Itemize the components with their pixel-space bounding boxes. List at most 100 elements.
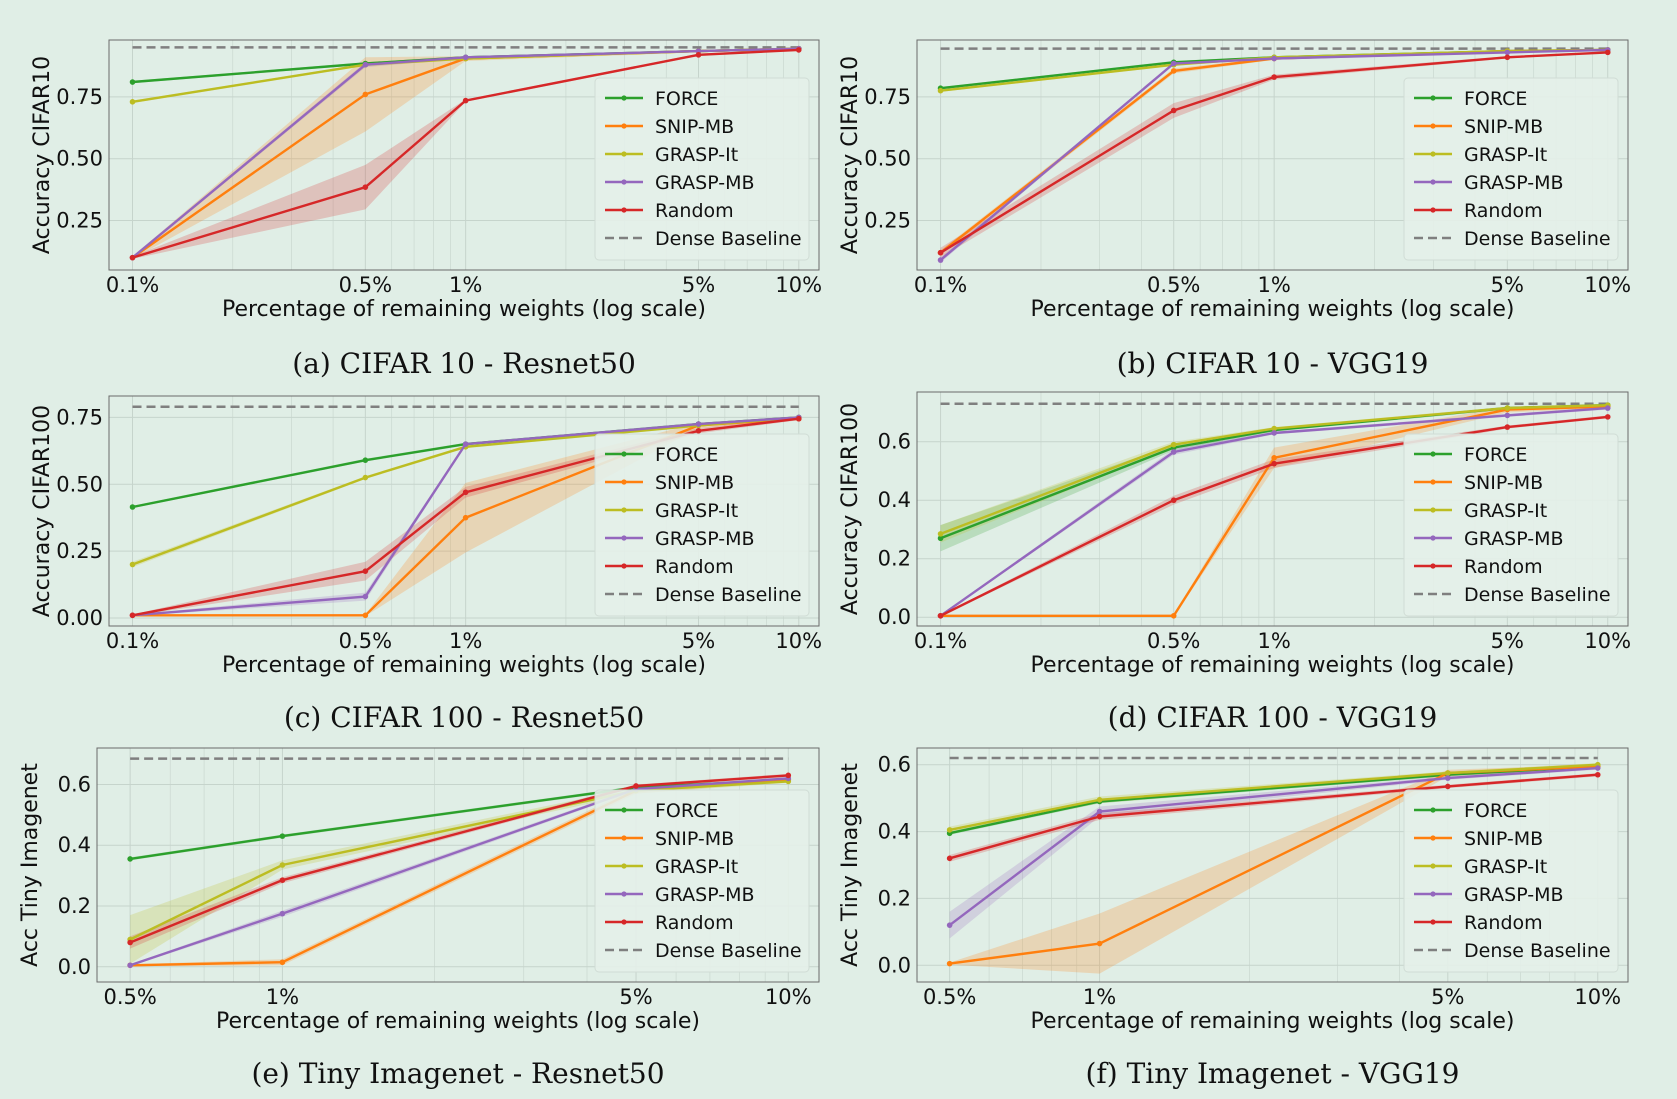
legend-label: SNIP-MB bbox=[1464, 828, 1543, 850]
x-tick-label: 0.5% bbox=[1147, 629, 1200, 653]
panel-caption: (d) CIFAR 100 - VGG19 bbox=[1108, 701, 1438, 734]
data-point bbox=[362, 91, 369, 98]
legend-label: SNIP-MB bbox=[655, 472, 734, 494]
y-tick-label: 0.50 bbox=[56, 472, 103, 496]
legend-label: GRASP-It bbox=[1464, 500, 1547, 522]
data-point bbox=[937, 87, 944, 94]
x-tick-label: 1% bbox=[1083, 985, 1116, 1009]
legend-label: Random bbox=[1464, 556, 1543, 578]
series-line-random bbox=[949, 773, 1598, 860]
band-snip-mb bbox=[132, 47, 799, 259]
legend-label: SNIP-MB bbox=[1464, 116, 1543, 138]
x-tick-label: 1% bbox=[1257, 273, 1290, 297]
x-tick-label: 1% bbox=[449, 629, 482, 653]
data-point bbox=[129, 561, 136, 568]
chart-panel-6: 0.5% 1% 5% 10% 0.0 0.2 0.4 0.6 Percentage of rem… bbox=[838, 747, 1629, 1090]
legend-label: SNIP-MB bbox=[1464, 472, 1543, 494]
y-tick-label: 0.75 bbox=[56, 85, 103, 109]
chart-panel-1: 0.1% 0.5% 1% 5% 10% 0.25 0.50 0.75 Percentage of… bbox=[30, 39, 822, 380]
y-tick-label: 0.4 bbox=[878, 820, 911, 844]
data-point bbox=[129, 612, 136, 619]
legend-marker bbox=[621, 123, 627, 129]
series-line-grasp-it bbox=[949, 763, 1598, 832]
x-tick-label: 10% bbox=[775, 273, 822, 297]
data-point bbox=[1604, 414, 1611, 420]
legend: FORCE SNIP-MB GRASP-It GRASP-MB Random Dense … bbox=[594, 789, 810, 973]
data-point bbox=[785, 772, 792, 779]
legend-marker bbox=[1430, 563, 1436, 569]
legend-label: Random bbox=[655, 912, 734, 934]
data-point bbox=[127, 939, 133, 946]
x-axis-label: Percentage of remaining weights (log sca… bbox=[222, 653, 706, 678]
legend-label: GRASP-It bbox=[655, 500, 738, 522]
y-tick-label: 0.50 bbox=[56, 147, 103, 171]
data-point bbox=[937, 257, 944, 263]
y-tick-label: 0.50 bbox=[864, 147, 911, 171]
data-point bbox=[1271, 55, 1277, 62]
legend-marker bbox=[1430, 179, 1436, 185]
legend-marker bbox=[1430, 207, 1436, 213]
y-tick-label: 0.0 bbox=[878, 605, 911, 629]
legend-marker bbox=[1430, 807, 1436, 813]
band-snip-mb bbox=[949, 764, 1598, 974]
y-tick-label: 0.4 bbox=[878, 488, 911, 512]
y-axis-label: Accuracy CIFAR10 bbox=[30, 56, 55, 254]
data-point bbox=[946, 922, 953, 928]
data-point bbox=[1170, 612, 1177, 619]
legend-label: GRASP-MB bbox=[655, 172, 755, 194]
legend-label: Random bbox=[1464, 912, 1543, 934]
y-tick-label: 0.25 bbox=[864, 209, 911, 233]
x-tick-label: 10% bbox=[1584, 629, 1631, 653]
panel-caption: (c) CIFAR 100 - Resnet50 bbox=[284, 701, 644, 734]
data-point bbox=[462, 514, 469, 521]
plot-frame bbox=[916, 391, 1629, 627]
plot-frame bbox=[108, 395, 820, 627]
legend-label: GRASP-It bbox=[1464, 144, 1547, 166]
panel-caption: (b) CIFAR 10 - VGG19 bbox=[1117, 347, 1429, 380]
plot-frame bbox=[916, 747, 1629, 983]
legend-label: Random bbox=[655, 200, 734, 222]
x-axis-label: Percentage of remaining weights (log sca… bbox=[216, 1009, 700, 1034]
data-point bbox=[1170, 68, 1177, 74]
data-point bbox=[362, 457, 369, 463]
legend-marker bbox=[1430, 451, 1436, 457]
data-point bbox=[279, 877, 286, 883]
legend-label: FORCE bbox=[655, 444, 718, 466]
data-point bbox=[695, 427, 702, 434]
x-tick-label: 0.5% bbox=[339, 273, 392, 297]
data-point bbox=[362, 593, 369, 600]
x-tick-label: 1% bbox=[1257, 629, 1290, 653]
band-grasp-it bbox=[130, 779, 789, 964]
legend-label: SNIP-MB bbox=[655, 116, 734, 138]
legend: FORCE SNIP-MB GRASP-It GRASP-MB Random Dense … bbox=[1403, 433, 1619, 617]
x-axis-label: Percentage of remaining weights (log sca… bbox=[222, 297, 706, 322]
legend-label: GRASP-It bbox=[655, 144, 738, 166]
legend-label: Dense Baseline bbox=[655, 228, 802, 250]
legend-label: GRASP-MB bbox=[1464, 884, 1564, 906]
legend-marker bbox=[621, 535, 627, 541]
data-point bbox=[279, 833, 286, 839]
legend-label: FORCE bbox=[1464, 88, 1527, 110]
legend-label: Dense Baseline bbox=[655, 940, 802, 962]
legend-marker bbox=[1430, 95, 1436, 101]
y-axis-label: Accuracy CIFAR100 bbox=[30, 405, 55, 617]
x-tick-label: 5% bbox=[1491, 273, 1524, 297]
x-axis-label: Percentage of remaining weights (log sca… bbox=[1030, 1009, 1514, 1034]
data-point bbox=[129, 99, 136, 105]
legend-marker bbox=[1430, 863, 1436, 869]
legend-label: FORCE bbox=[655, 800, 718, 822]
legend-box bbox=[1403, 77, 1619, 261]
panel-caption: (f) Tiny Imagenet - VGG19 bbox=[1086, 1057, 1460, 1090]
x-tick-label: 10% bbox=[775, 629, 822, 653]
y-tick-label: 0.0 bbox=[58, 955, 91, 979]
plot-frame bbox=[108, 39, 820, 271]
x-tick-label: 0.1% bbox=[914, 273, 967, 297]
legend-box bbox=[1403, 433, 1619, 617]
data-point bbox=[1444, 770, 1451, 776]
x-tick-label: 5% bbox=[682, 629, 715, 653]
chart-panel-3: 0.1% 0.5% 1% 5% 10% 0.00 0.25 0.50 0.75 Percentag… bbox=[30, 395, 822, 734]
data-point bbox=[1271, 460, 1277, 467]
data-point bbox=[127, 856, 133, 862]
legend-marker bbox=[621, 835, 627, 841]
